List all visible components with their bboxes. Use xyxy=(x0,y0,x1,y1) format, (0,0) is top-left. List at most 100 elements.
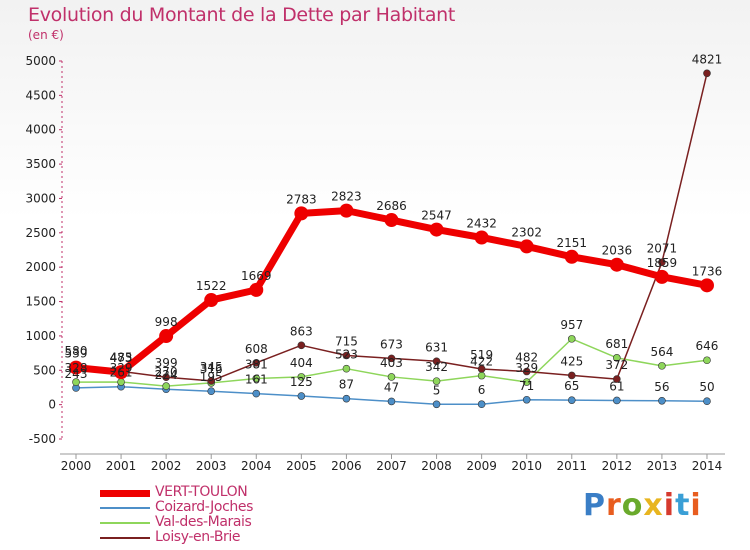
data-point xyxy=(294,206,309,221)
logo-letter: o xyxy=(621,488,644,523)
x-tick-label: 2008 xyxy=(421,459,452,473)
data-point xyxy=(162,382,170,390)
data-labels: 539 473 998 1522 1669 2783 2823 2686 2547 2432 230… xyxy=(65,52,723,397)
y-tick-label: 4500 xyxy=(25,88,56,102)
data-point xyxy=(658,362,666,370)
data-point xyxy=(384,213,399,228)
data-point xyxy=(432,357,441,366)
data-label: 1736 xyxy=(692,264,723,278)
data-point xyxy=(339,203,354,218)
data-label: 71 xyxy=(519,379,534,393)
logo-letter: x xyxy=(643,488,664,523)
data-point xyxy=(69,360,83,375)
data-point xyxy=(114,365,129,380)
logo-letter: i xyxy=(690,488,702,523)
x-tick-label: 2009 xyxy=(466,459,497,473)
data-point xyxy=(432,377,441,385)
data-label: 957 xyxy=(560,318,583,332)
data-point xyxy=(252,389,261,398)
data-point xyxy=(432,400,441,409)
axes: -500 0 500 1000 1500 2000 2500 3000 3500 4000 4500… xyxy=(25,54,725,473)
x-tick-label: 2007 xyxy=(376,459,407,473)
data-point xyxy=(387,373,396,381)
data-point xyxy=(699,278,714,293)
data-label: 564 xyxy=(650,345,673,359)
y-tick-label: -500 xyxy=(29,432,56,446)
data-point xyxy=(477,365,486,373)
legend-swatch xyxy=(100,489,150,497)
data-label: 47 xyxy=(384,380,399,394)
data-point xyxy=(342,364,351,373)
legend-swatch xyxy=(100,537,150,539)
data-label: 2783 xyxy=(286,192,317,206)
data-label: 329 xyxy=(110,361,133,375)
data-label: 161 xyxy=(245,373,268,387)
data-label: 61 xyxy=(609,379,624,393)
data-point xyxy=(567,371,576,380)
data-label: 2547 xyxy=(421,209,452,223)
data-point xyxy=(613,396,621,405)
legend-label: VERT-TOULON xyxy=(155,484,248,500)
x-tick-label: 2011 xyxy=(556,459,587,473)
data-point xyxy=(522,378,531,386)
y-tick-label: 5000 xyxy=(25,54,56,68)
data-point xyxy=(703,356,711,365)
data-label: 715 xyxy=(335,334,358,348)
x-tick-label: 2003 xyxy=(196,459,227,473)
data-point xyxy=(477,371,486,380)
data-label: 681 xyxy=(605,337,628,351)
data-point xyxy=(613,354,621,362)
y-tick-label: 0 xyxy=(48,398,56,412)
logo-letter: t xyxy=(675,488,691,523)
data-label: 372 xyxy=(605,358,628,372)
data-point xyxy=(567,396,576,404)
data-label: 261 xyxy=(110,366,133,380)
data-label: 673 xyxy=(380,337,403,351)
data-point xyxy=(297,373,306,381)
data-label: 329 xyxy=(515,361,538,375)
legend-label: Coizard-Joches xyxy=(155,499,253,515)
data-point xyxy=(658,396,666,405)
y-tick-label: 500 xyxy=(33,363,56,377)
data-label: 2071 xyxy=(647,241,678,255)
data-point xyxy=(613,375,621,383)
data-point xyxy=(522,367,531,376)
data-label: 998 xyxy=(155,315,178,329)
data-point xyxy=(703,69,711,78)
data-label: 404 xyxy=(290,356,313,370)
data-point xyxy=(522,395,531,404)
data-label: 345 xyxy=(200,360,223,374)
data-label: 399 xyxy=(155,356,178,370)
data-point xyxy=(72,378,80,386)
x-tick-label: 2005 xyxy=(286,459,317,473)
data-label: 2432 xyxy=(466,216,497,230)
data-point xyxy=(519,239,534,254)
data-point xyxy=(252,359,261,367)
data-point xyxy=(387,354,396,363)
data-label: 482 xyxy=(515,351,538,365)
data-label: 422 xyxy=(470,355,493,369)
data-label: 4821 xyxy=(692,52,723,66)
data-point xyxy=(342,394,351,403)
logo-letter: r xyxy=(606,488,622,523)
y-tick-label: 2000 xyxy=(25,260,56,274)
data-label: 2686 xyxy=(376,199,407,213)
line-chart: -500 0 500 1000 1500 2000 2500 3000 3500 4000 4500… xyxy=(25,52,725,473)
data-label: 125 xyxy=(290,375,313,389)
y-tick-label: 1000 xyxy=(25,329,56,343)
data-label: 2036 xyxy=(602,244,633,258)
data-label: 342 xyxy=(425,360,448,374)
data-point xyxy=(297,341,306,350)
data-label: 65 xyxy=(564,379,579,393)
chart-title: Evolution du Montant de la Dette par Hab… xyxy=(28,4,456,26)
x-tick-label: 2013 xyxy=(647,459,678,473)
y-tick-label: 2500 xyxy=(25,226,56,240)
y-tick-label: 4000 xyxy=(25,123,56,137)
data-label: 646 xyxy=(696,339,719,353)
data-label: 523 xyxy=(335,348,358,362)
data-label: 485 xyxy=(110,350,133,364)
data-point xyxy=(658,258,666,267)
x-tick-label: 2000 xyxy=(61,459,92,473)
y-tick-label: 1500 xyxy=(25,295,56,309)
